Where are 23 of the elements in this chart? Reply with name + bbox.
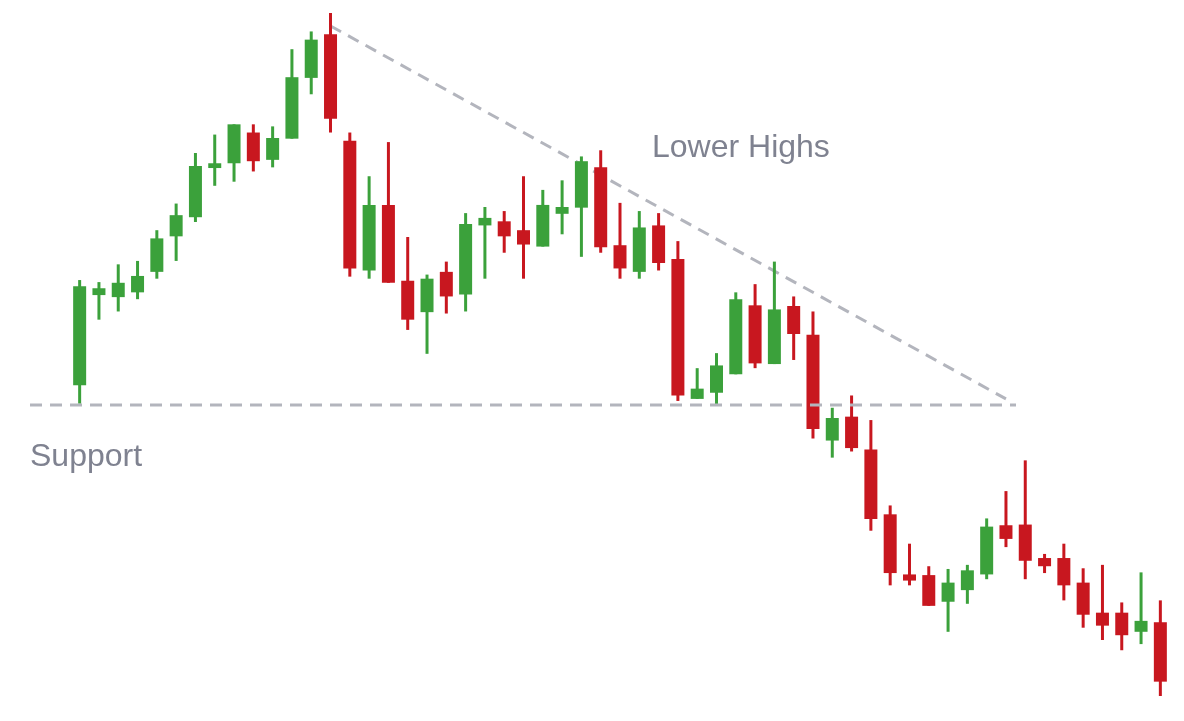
candlestick: [555, 180, 569, 235]
candlestick: [1038, 552, 1052, 575]
candlestick: [825, 406, 839, 458]
candlestick: [208, 134, 222, 186]
annotation: Lower Highs: [652, 127, 830, 164]
candlestick: [1095, 563, 1109, 640]
candlestick: [497, 211, 511, 253]
candlestick: [92, 282, 106, 320]
candlestick: [111, 264, 125, 312]
candlestick: [169, 203, 183, 261]
candlestick: [1115, 602, 1129, 652]
candlestick: [478, 206, 492, 279]
candlestick: [517, 176, 531, 279]
ref-line-label: Support: [30, 436, 143, 473]
candlestick: [266, 126, 280, 168]
candlestick: [960, 563, 974, 604]
candlestick: [613, 201, 627, 279]
candlestick: [1134, 572, 1148, 646]
candlestick: [999, 491, 1013, 549]
candlestick: [902, 543, 916, 586]
candlestick: [131, 259, 145, 301]
candlestick: [690, 368, 704, 399]
candlestick: [941, 567, 955, 632]
